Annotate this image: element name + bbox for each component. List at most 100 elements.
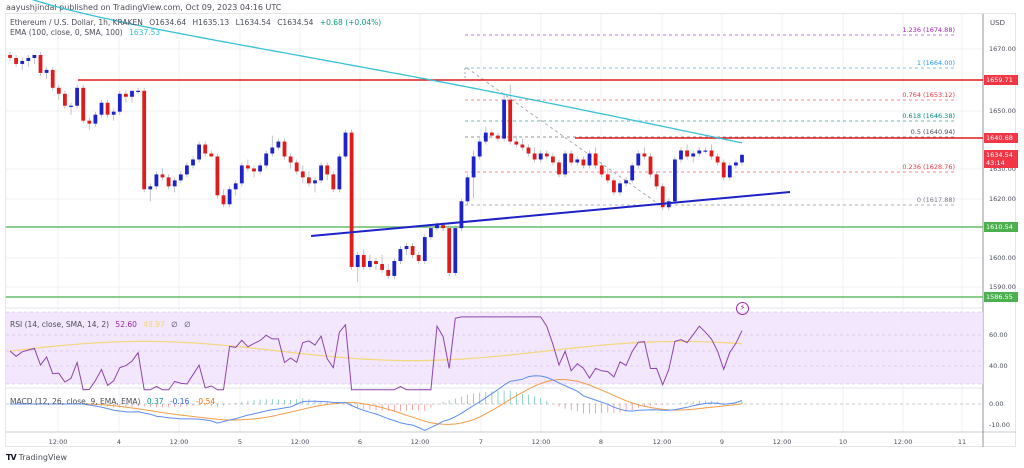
rsi-extra-1: ∅ (171, 320, 178, 329)
candle-up (740, 154, 744, 163)
candle-up (471, 156, 476, 178)
candle-down (557, 162, 561, 175)
candle-down (246, 165, 250, 169)
candle-up (313, 180, 317, 184)
macd-legend[interactable]: MACD (12, 26, close, 9, EMA, EMA) 0.37 -… (10, 397, 215, 406)
candle-up (459, 201, 464, 229)
candle-up (26, 57, 31, 61)
fibonacci-level-label: 1.236 (1674.88) (902, 26, 955, 34)
rsi-extra-2: ∅ (184, 320, 191, 329)
candle-down (508, 99, 513, 142)
candle-up (691, 153, 696, 157)
time-tick-label: 7 (478, 438, 484, 446)
candle-up (136, 90, 140, 92)
candle-down (38, 54, 43, 73)
candle-down (605, 174, 610, 181)
candle-up (130, 90, 134, 97)
fibonacci-level-label: 1 (1664.00) (916, 59, 955, 67)
candle-down (294, 162, 299, 172)
candle-up (483, 132, 488, 142)
tradingview-footer[interactable]: TV TradingView (6, 453, 67, 462)
candle-down (374, 260, 378, 264)
candle-up (117, 93, 122, 112)
time-tick-label: 12:00 (531, 438, 551, 446)
time-tick-label: 10 (838, 438, 848, 446)
fibonacci-diagonal (466, 67, 661, 206)
symbol-name: Ethereum / U.S. Dollar, 1h, KRAKEN (10, 18, 143, 27)
candle-down (416, 255, 421, 261)
price-tick-label: 1650.00 (989, 107, 1016, 115)
price-tick-label: 1670.00 (989, 45, 1016, 53)
fibonacci-level-label: 0.5 (1640.94) (910, 128, 955, 136)
price-tick-label: 1630.00 (989, 165, 1016, 173)
candle-up (154, 174, 159, 187)
price-tag: 1634.54 43:14 (984, 150, 1018, 168)
candle-up (44, 69, 49, 73)
price-tick-label: 1590.00 (989, 283, 1016, 291)
rsi-legend[interactable]: RSI (14, close, SMA, 14, 2) 52.60 49.97 … (10, 320, 191, 329)
ema-100-line (31, 0, 743, 144)
fibonacci-level-label: 0.236 (1628.76) (902, 163, 955, 171)
candle-up (148, 186, 153, 190)
candle-up (666, 201, 671, 208)
candle-down (8, 54, 12, 58)
candle-up (618, 183, 622, 193)
candle-down (361, 255, 366, 267)
ema-label: EMA (100, close, 0, SMA, 100) (10, 28, 123, 37)
candle-up (337, 156, 342, 190)
ohlc-low: L1634.54 (235, 18, 271, 27)
candle-up (624, 180, 628, 184)
ema-legend[interactable]: EMA (100, close, 0, SMA, 100) 1637.53 (10, 28, 160, 37)
macd-signal-line (10, 379, 743, 425)
candle-up (111, 111, 116, 115)
candle-up (233, 183, 238, 190)
candle-down (520, 144, 525, 148)
candle-down (490, 132, 494, 136)
ohlc-close: C1634.54 (277, 18, 314, 27)
price-tick-label: 40.00 (989, 362, 1008, 370)
time-tick-label: 12:00 (290, 438, 310, 446)
candle-down (282, 141, 287, 157)
rsi-ma-value: 49.97 (143, 320, 165, 329)
time-tick-label: 9 (719, 438, 725, 446)
candle-up (502, 99, 506, 139)
lightning-alert-icon[interactable]: ⚡ (736, 302, 749, 315)
candle-up (727, 165, 732, 178)
time-tick-label: 8 (598, 438, 604, 446)
ascending-trendline (310, 191, 791, 237)
candle-down (307, 177, 311, 184)
candle-up (398, 249, 403, 261)
candle-down (124, 93, 128, 97)
candle-up (258, 165, 262, 172)
candle-down (209, 153, 214, 157)
time-tick-label: 12:00 (652, 438, 672, 446)
candle-down (551, 156, 555, 163)
candle-up (538, 153, 543, 160)
ohlc-high: H1635.13 (192, 18, 230, 27)
candle-up (239, 165, 244, 184)
price-tag: 1659.71 (984, 75, 1018, 85)
candle-up (178, 174, 183, 181)
candle-down (447, 228, 452, 273)
candle-down (410, 246, 415, 256)
fibonacci-level-label: 0.764 (1653.12) (902, 91, 955, 99)
candle-up (93, 114, 98, 124)
candle-up (185, 165, 189, 175)
candle-up (630, 165, 635, 181)
candle-down (87, 120, 92, 124)
price-tick-label: 0.00 (989, 400, 1004, 408)
fibonacci-level-label: 0.618 (1646.38) (902, 112, 955, 120)
candle-down (660, 186, 665, 208)
candle-up (99, 102, 104, 115)
ohlc-change: +0.68 (+0.04%) (319, 18, 382, 27)
candle-down (215, 156, 220, 196)
ohlc-open: O1634.64 (149, 18, 187, 27)
candle-down (166, 177, 171, 187)
candle-up (197, 144, 201, 160)
macd-value: 0.37 (146, 397, 164, 406)
candle-down (496, 135, 500, 139)
candle-down (56, 87, 61, 94)
candle-down (81, 87, 86, 121)
candle-down (544, 153, 549, 157)
